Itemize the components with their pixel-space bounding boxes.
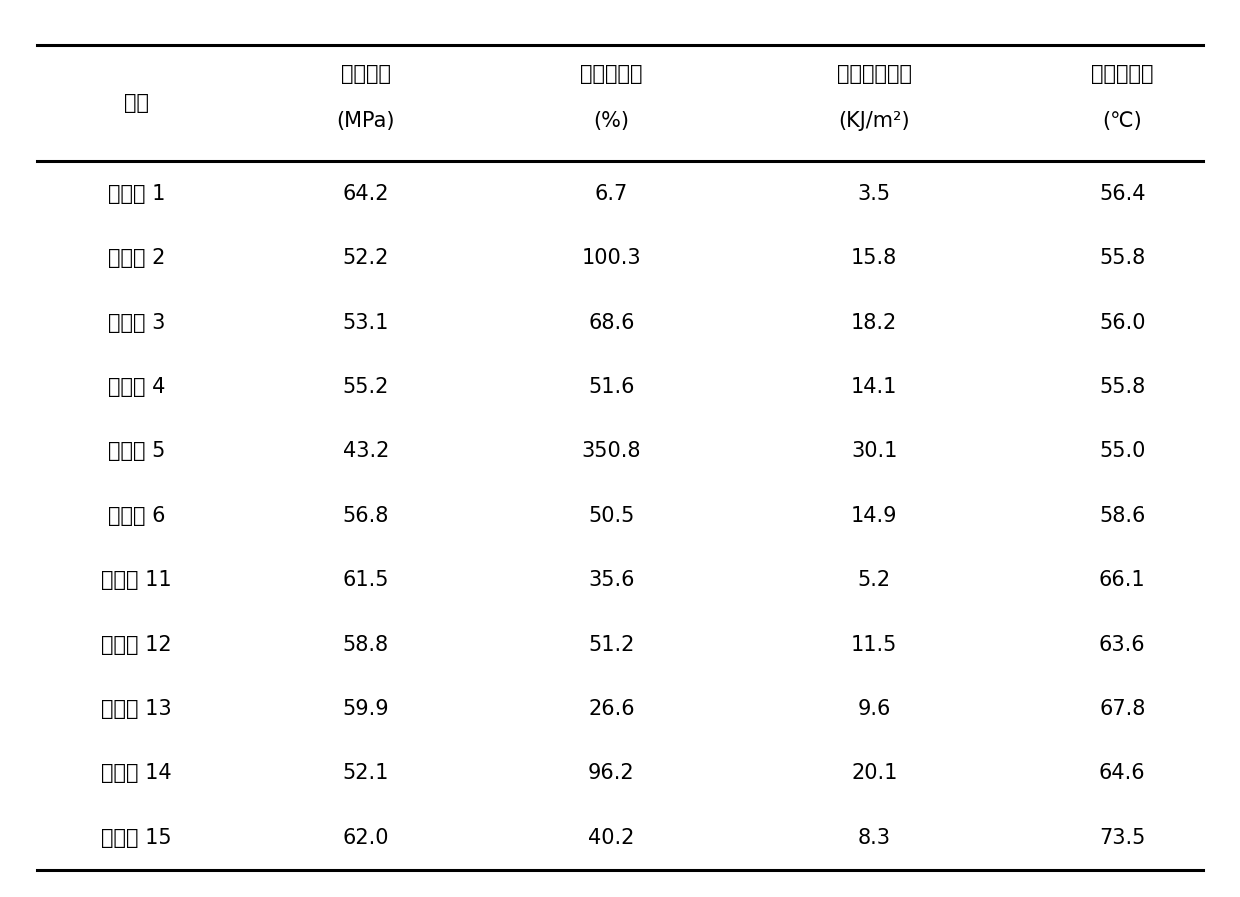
Text: 59.9: 59.9 [342, 699, 389, 719]
Text: 55.8: 55.8 [1099, 248, 1146, 268]
Text: 35.6: 35.6 [588, 570, 635, 590]
Text: 56.0: 56.0 [1099, 312, 1146, 333]
Text: (%): (%) [593, 111, 630, 131]
Text: 对比例 3: 对比例 3 [108, 312, 165, 333]
Text: 断裂伸长率: 断裂伸长率 [580, 64, 642, 83]
Text: 实施例 12: 实施例 12 [102, 634, 171, 655]
Text: 18.2: 18.2 [851, 312, 898, 333]
Text: 8.3: 8.3 [858, 828, 890, 848]
Text: 30.1: 30.1 [851, 441, 898, 461]
Text: 20.1: 20.1 [851, 763, 898, 783]
Text: 缺口冲击强度: 缺口冲击强度 [837, 64, 911, 83]
Text: 3.5: 3.5 [858, 184, 890, 204]
Text: 对比例 5: 对比例 5 [108, 441, 165, 461]
Text: 对比例 1: 对比例 1 [108, 184, 165, 204]
Text: 实施例 15: 实施例 15 [102, 828, 171, 848]
Text: 51.6: 51.6 [588, 377, 635, 397]
Text: 96.2: 96.2 [588, 763, 635, 783]
Text: (℃): (℃) [1102, 111, 1142, 131]
Text: 14.1: 14.1 [851, 377, 898, 397]
Text: 6.7: 6.7 [595, 184, 627, 204]
Text: 350.8: 350.8 [582, 441, 641, 461]
Text: 62.0: 62.0 [342, 828, 389, 848]
Text: 拉伸强度: 拉伸强度 [341, 64, 391, 83]
Text: 50.5: 50.5 [588, 506, 635, 526]
Text: 68.6: 68.6 [588, 312, 635, 333]
Text: 15.8: 15.8 [851, 248, 898, 268]
Text: 实施例 13: 实施例 13 [102, 699, 171, 719]
Text: 43.2: 43.2 [342, 441, 389, 461]
Text: 样品: 样品 [124, 93, 149, 113]
Text: 53.1: 53.1 [342, 312, 389, 333]
Text: 61.5: 61.5 [342, 570, 389, 590]
Text: 52.1: 52.1 [342, 763, 389, 783]
Text: 实施例 14: 实施例 14 [102, 763, 171, 783]
Text: 对比例 6: 对比例 6 [108, 506, 165, 526]
Text: 58.8: 58.8 [342, 634, 389, 655]
Text: 9.6: 9.6 [858, 699, 890, 719]
Text: 55.8: 55.8 [1099, 377, 1146, 397]
Text: (MPa): (MPa) [336, 111, 396, 131]
Text: 40.2: 40.2 [588, 828, 635, 848]
Text: 58.6: 58.6 [1099, 506, 1146, 526]
Text: 64.2: 64.2 [342, 184, 389, 204]
Text: 热变形温度: 热变形温度 [1091, 64, 1153, 83]
Text: 5.2: 5.2 [858, 570, 890, 590]
Text: 55.2: 55.2 [342, 377, 389, 397]
Text: 56.4: 56.4 [1099, 184, 1146, 204]
Text: 11.5: 11.5 [851, 634, 898, 655]
Text: 52.2: 52.2 [342, 248, 389, 268]
Text: 73.5: 73.5 [1099, 828, 1146, 848]
Text: 64.6: 64.6 [1099, 763, 1146, 783]
Text: 56.8: 56.8 [342, 506, 389, 526]
Text: 66.1: 66.1 [1099, 570, 1146, 590]
Text: 对比例 2: 对比例 2 [108, 248, 165, 268]
Text: 55.0: 55.0 [1099, 441, 1146, 461]
Text: 对比例 4: 对比例 4 [108, 377, 165, 397]
Text: 14.9: 14.9 [851, 506, 898, 526]
Text: 51.2: 51.2 [588, 634, 635, 655]
Text: 实施例 11: 实施例 11 [102, 570, 171, 590]
Text: 26.6: 26.6 [588, 699, 635, 719]
Text: 67.8: 67.8 [1099, 699, 1146, 719]
Text: 63.6: 63.6 [1099, 634, 1146, 655]
Text: 100.3: 100.3 [582, 248, 641, 268]
Text: (KJ/m²): (KJ/m²) [838, 111, 910, 131]
